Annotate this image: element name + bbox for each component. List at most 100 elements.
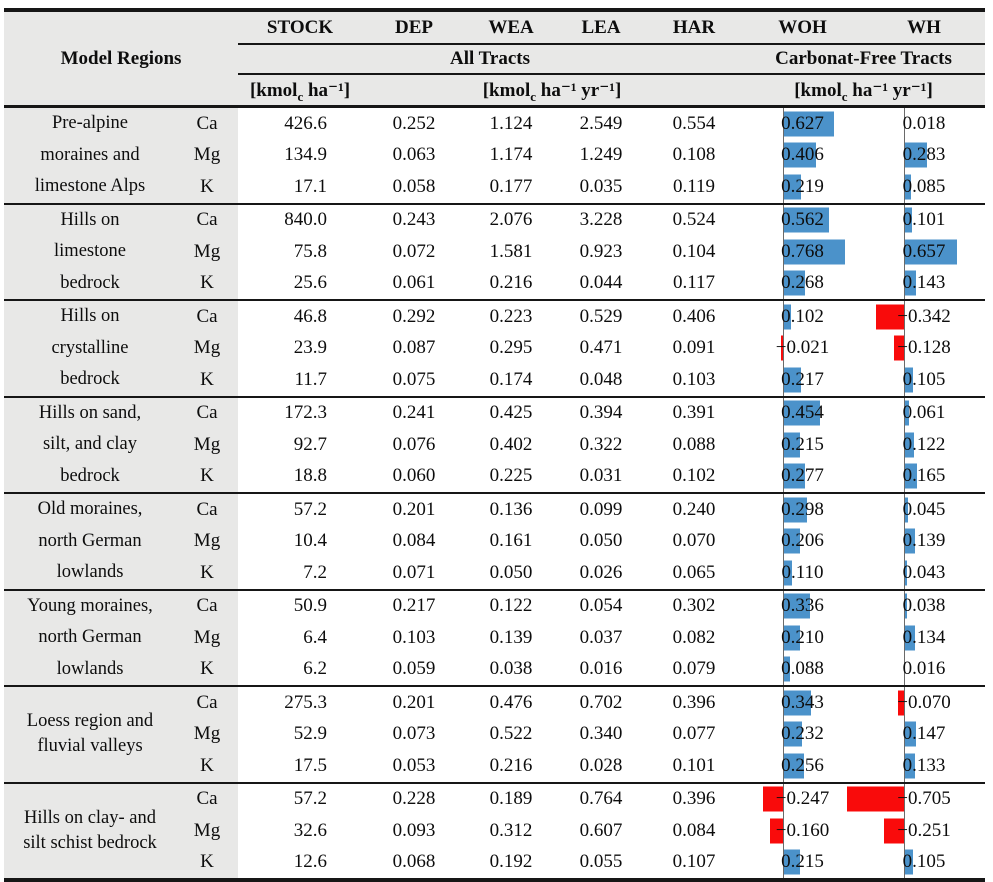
- databar-cell-woh: 0.088: [742, 653, 863, 687]
- region-label-line: Hills on: [60, 306, 120, 326]
- databar-value: 0.061: [902, 402, 946, 424]
- column-header-wh: WH: [863, 10, 986, 45]
- value-wea: 0.425: [466, 395, 557, 429]
- databar-cell-woh: 0.336: [742, 588, 864, 622]
- positive-databar: [904, 239, 958, 265]
- databar-axis-line: [904, 108, 906, 140]
- value-lea: 0.340: [579, 723, 623, 745]
- table-row: Mg 23.9 0.087 0.295 0.471 0.091 −0.021 −0.128: [4, 332, 985, 364]
- databar-value: 0.085: [902, 175, 946, 197]
- region-label-line: limestone Alps: [34, 176, 146, 196]
- region-label: Hills on crystalline bedrock: [4, 299, 176, 397]
- positive-databar: [904, 849, 913, 875]
- databar-cell-woh: 0.768: [742, 236, 863, 268]
- value-stock: 92.7: [293, 433, 328, 455]
- positive-databar: [783, 432, 801, 458]
- value-lea: 0.050: [579, 530, 623, 552]
- value-lea: 0.099: [556, 492, 647, 526]
- databar-axis-line: [783, 460, 785, 492]
- databar-axis-line: [904, 494, 906, 526]
- positive-databar: [904, 463, 918, 489]
- value-wea: 0.476: [466, 685, 557, 719]
- value-wea: 0.174: [489, 368, 533, 390]
- model-regions-header: Model Regions: [4, 10, 239, 108]
- databar-cell-wh: 0.122: [863, 429, 985, 461]
- unit-text: ha⁻¹ yr⁻¹]: [847, 79, 933, 101]
- databar-cell-woh: 0.219: [742, 171, 863, 204]
- databar-cell-wh: 0.147: [863, 718, 985, 750]
- databar-cell-wh: 0.085: [863, 171, 985, 204]
- value-wea: 0.050: [489, 561, 533, 583]
- databar-axis-line: [904, 460, 906, 492]
- databar-cell-wh: 0.043: [863, 557, 985, 590]
- positive-databar: [783, 593, 811, 619]
- column-header-dep: DEP: [362, 10, 467, 45]
- databar-cell-woh: 0.232: [742, 718, 863, 750]
- value-dep: 0.252: [392, 112, 436, 134]
- databar-cell-woh: 0.627: [742, 107, 863, 140]
- table-row: Hills on sand, silt, and clay bedrock Ca 172…: [4, 395, 986, 493]
- value-wea: 0.038: [489, 658, 533, 680]
- table-row: K 17.1 0.058 0.177 0.035 0.119 0.219 0.085: [4, 171, 985, 204]
- element-label: K: [176, 460, 239, 493]
- element-label: Ca: [176, 299, 239, 333]
- column-header-stock: STOCK: [238, 10, 363, 45]
- databar-axis-line: [783, 364, 785, 396]
- value-har: 0.119: [672, 175, 716, 197]
- value-lea: 0.026: [579, 561, 623, 583]
- databar-cell-wh: −0.705: [846, 781, 986, 815]
- databar-value: 0.143: [902, 272, 946, 294]
- negative-databar: [763, 786, 783, 812]
- value-wea: 1.581: [489, 240, 533, 262]
- table-row: Mg 134.9 0.063 1.174 1.249 0.108 0.406 0.283: [4, 139, 985, 171]
- databar-axis-line: [904, 204, 906, 236]
- databar-axis-line: [904, 364, 906, 396]
- value-dep: 0.076: [392, 433, 436, 455]
- databar-axis-line: [783, 815, 785, 847]
- databar-value: 0.105: [902, 368, 946, 390]
- table-row: Loess region and fluvial valleys Ca 275.3 0.…: [4, 685, 986, 783]
- value-har: 0.091: [672, 337, 716, 359]
- positive-databar: [904, 142, 927, 168]
- region-label: Old moraines, north German lowlands: [4, 492, 176, 590]
- databar-axis-line: [783, 718, 785, 750]
- positive-databar: [783, 142, 816, 168]
- value-har: 0.079: [672, 658, 716, 680]
- value-stock: 57.2: [238, 781, 363, 815]
- element-label: Mg: [176, 718, 239, 750]
- databar-cell-woh: 0.562: [742, 202, 864, 236]
- table-row: Pre-alpine moraines and limestone Alps Ca 42…: [4, 106, 985, 204]
- value-har: 0.088: [672, 433, 716, 455]
- value-lea: 0.471: [579, 337, 623, 359]
- databar-value: 0.139: [902, 530, 946, 552]
- element-label: K: [176, 557, 239, 590]
- databar-value: 0.232: [781, 723, 824, 745]
- positive-databar: [904, 207, 913, 233]
- region-label: Loess region and fluvial valleys: [4, 685, 176, 783]
- element-label: Ca: [176, 492, 239, 526]
- databar-value: 0.256: [781, 754, 824, 776]
- databar-axis-line: [783, 557, 785, 589]
- value-stock: 6.4: [303, 626, 328, 648]
- databar-cell-wh: 0.105: [863, 846, 985, 881]
- databar-axis-line: [783, 236, 785, 268]
- positive-databar: [904, 721, 916, 747]
- databar-value: 0.217: [781, 368, 824, 390]
- region-label-line: Young moraines,: [27, 595, 153, 616]
- value-dep: 0.071: [392, 561, 436, 583]
- databar-value: 0.165: [902, 465, 946, 487]
- value-dep: 0.063: [392, 144, 436, 166]
- value-wea: 0.402: [489, 433, 533, 455]
- value-lea: 0.055: [579, 851, 623, 873]
- element-label: Ca: [176, 106, 239, 140]
- unit-subscript: c: [841, 88, 848, 104]
- unit-subscript: c: [530, 88, 537, 104]
- databar-value: 0.343: [781, 691, 824, 713]
- table-row: Hills on limestone bedrock Ca 840.0 0.243 2.07…: [4, 202, 986, 300]
- value-har: 0.396: [646, 685, 743, 719]
- databar-axis-line: [783, 332, 785, 364]
- value-lea: 3.228: [556, 202, 647, 236]
- databar-value: −0.705: [897, 788, 951, 810]
- value-har: 0.406: [646, 299, 743, 333]
- databar-axis-line: [783, 687, 785, 719]
